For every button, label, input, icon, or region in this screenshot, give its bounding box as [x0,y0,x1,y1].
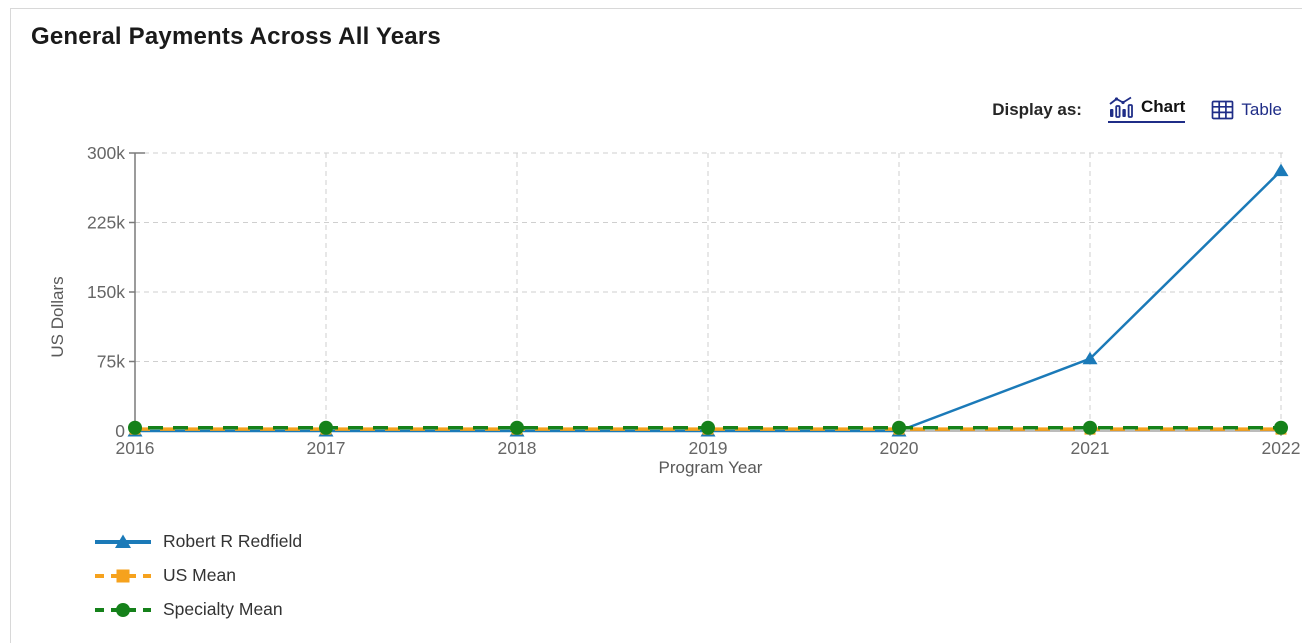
data-point-circle [128,420,142,435]
legend-swatch [95,569,151,582]
legend-item[interactable]: US Mean [94,565,302,586]
legend-marker-square [116,569,130,582]
payments-card: General Payments Across All Years Displa… [10,8,1302,643]
page-title: General Payments Across All Years [31,23,441,50]
y-tick-label: 150k [87,282,125,302]
data-point-circle [319,420,333,435]
legend-item[interactable]: Robert R Redfield [94,531,302,552]
display-as-chart-button[interactable]: Chart [1107,96,1186,123]
data-point-circle [510,420,524,435]
data-point-triangle [1082,351,1098,365]
chart-legend: Robert R Redfield US Mean Specialty Mean [94,531,302,620]
x-tick-label: 2022 [1262,438,1301,458]
display-as-label: Display as: [992,99,1082,119]
legend-swatch [95,602,151,617]
legend-item[interactable]: Specialty Mean [94,599,302,620]
x-tick-label: 2016 [116,438,155,458]
data-point-circle [892,420,906,435]
display-as-table-button[interactable]: Table [1211,100,1282,120]
x-tick-label: 2020 [880,438,919,458]
chart-icon [1108,96,1134,118]
y-tick-label: 300k [87,143,125,163]
legend-marker-circle [116,602,130,617]
data-point-triangle [1273,163,1289,177]
data-point-circle [701,420,715,435]
x-tick-label: 2018 [498,438,537,458]
data-point-circle [1083,420,1097,435]
y-tick-label: 0 [115,421,125,441]
legend-label: Specialty Mean [163,599,283,619]
display-as-controls: Display as: Chart [992,96,1282,123]
line-chart: 0 75k 150k 225k 300k 2016 2017 2018 2019 2020 2021… [11,136,1302,496]
x-tick-label: 2021 [1071,438,1110,458]
x-tick-label: 2019 [689,438,728,458]
legend-swatch [95,534,151,548]
legend-label: US Mean [163,565,236,585]
x-tick-label: 2017 [307,438,346,458]
legend-marker-triangle [115,534,131,548]
table-toggle-label: Table [1241,99,1282,119]
legend-label: Robert R Redfield [163,531,303,551]
data-point-circle [1274,420,1288,435]
table-icon [1211,100,1234,120]
chart-toggle-label: Chart [1140,97,1186,116]
y-tick-label: 75k [97,352,125,372]
x-axis-title: Program Year [659,458,763,477]
y-tick-label: 225k [87,213,125,233]
y-axis-title: US Dollars [48,276,67,357]
